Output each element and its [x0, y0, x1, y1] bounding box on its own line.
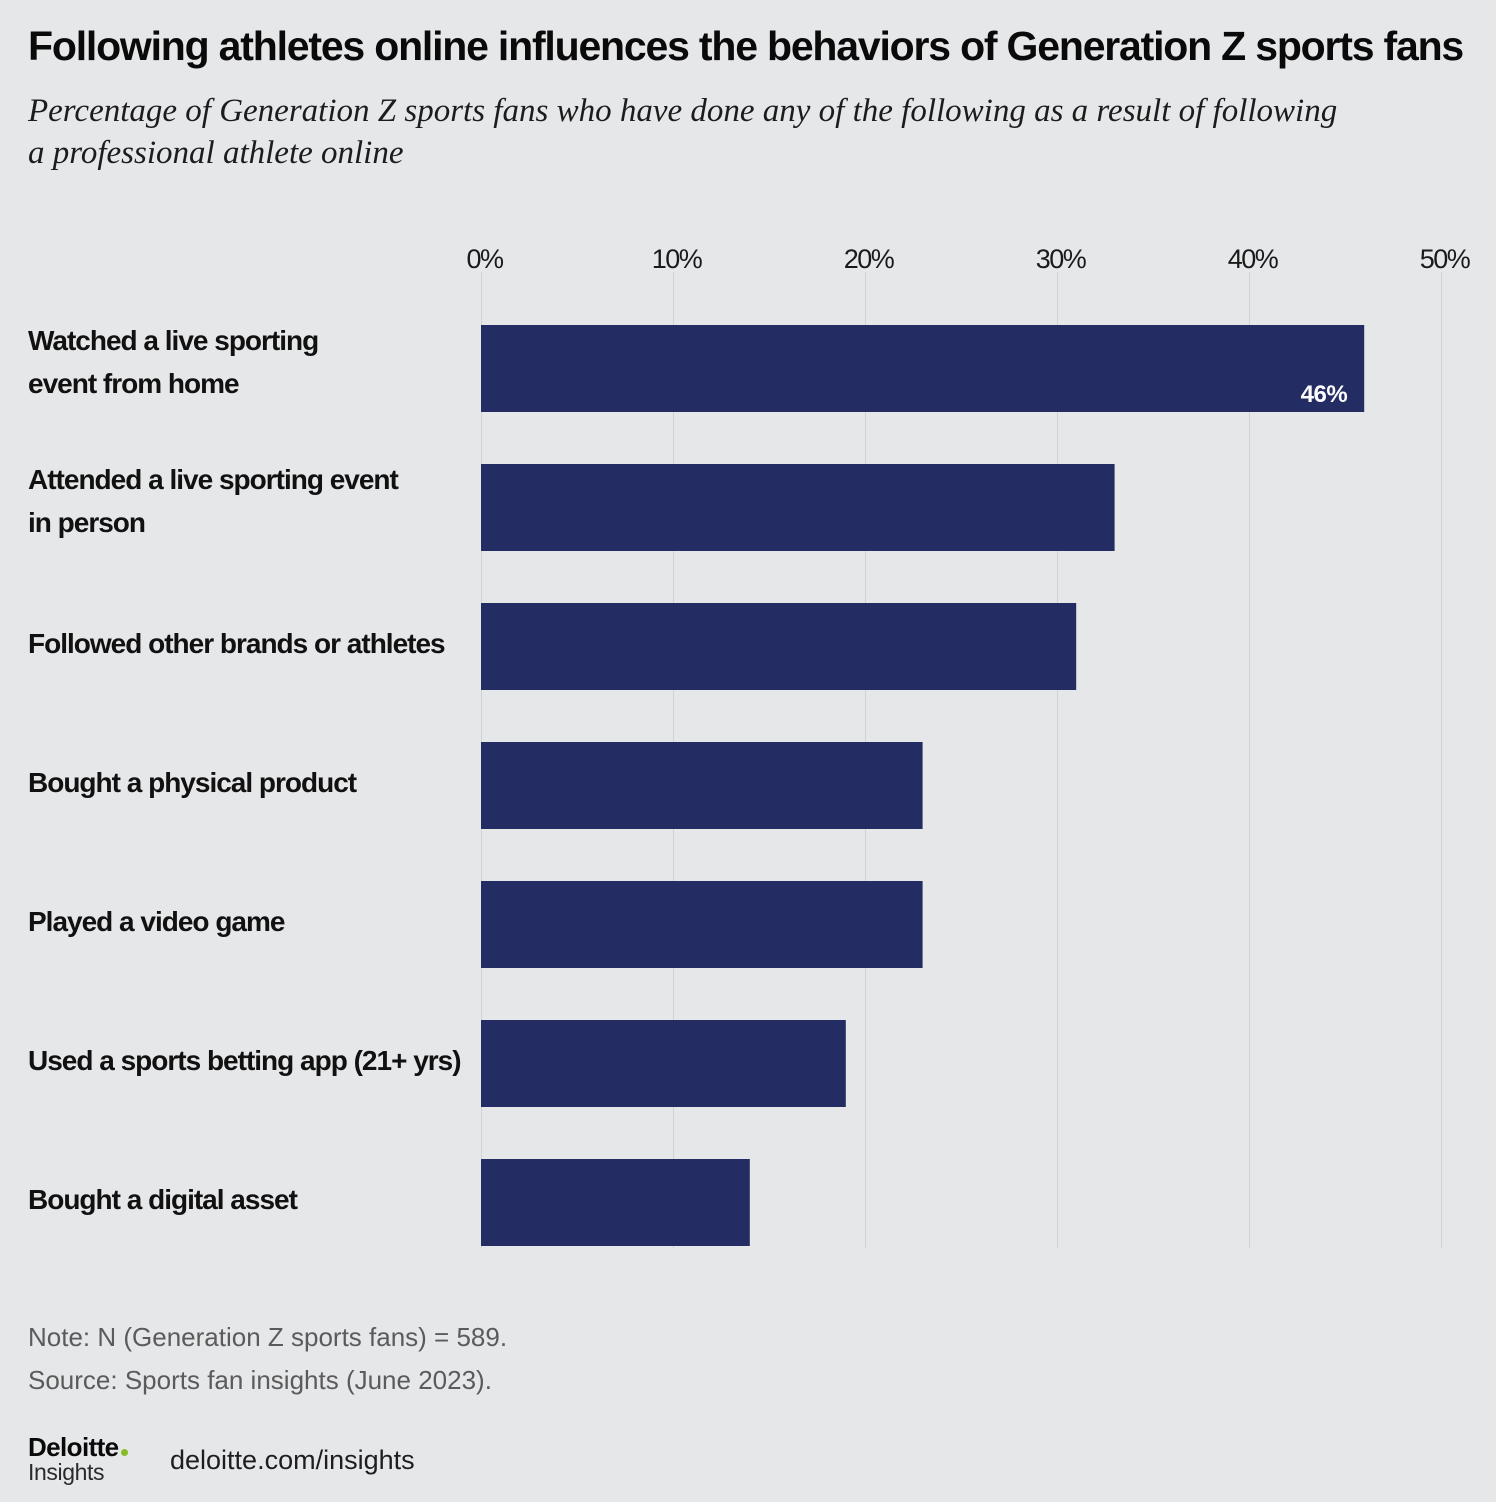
bar-attended-a-live-sporting-event-in-person [481, 464, 1115, 551]
chart-subtitle: Percentage of Generation Z sports fans w… [28, 93, 1338, 171]
data-labels: 46% [1301, 381, 1348, 408]
x-tick-label: 50% [1420, 244, 1471, 274]
data-label: 46% [1301, 381, 1348, 408]
deloitte-insights-logo: Deloitte Insights [28, 1432, 128, 1485]
x-axis-ticks: 0% 10% 20% 30% 40% 50% [466, 244, 1472, 274]
category-label-followed-other-brands-or-athletes: Followed other brands or athletes [28, 628, 446, 659]
bar-bought-a-digital-asset [481, 1159, 750, 1246]
bar-watched-a-live-sporting-event-from-home [481, 325, 1365, 412]
x-tick-label: 40% [1228, 244, 1279, 274]
bar-bought-a-physical-product [481, 742, 923, 829]
chart-title: Following athletes online influences the… [28, 23, 1464, 69]
category-label-bought-a-physical-product: Bought a physical product [28, 767, 357, 798]
x-tick-label: 0% [466, 244, 504, 274]
horizontal-bar-chart: 0% 10% 20% 30% 40% 50% 46% [466, 244, 1472, 1248]
category-label-played-a-video-game: Played a video game [28, 906, 285, 937]
sample-size-note: Note: N (Generation Z sports fans) = 589… [28, 1322, 508, 1352]
logo-brand-line: Deloitte [28, 1432, 128, 1462]
bar-followed-other-brands-or-athletes [481, 603, 1077, 690]
chart-notes: Note: N (Generation Z sports fans) = 589… [28, 1316, 507, 1402]
category-label-attended-a-live-sporting-event-in-person: Attended a live sporting event in person [28, 463, 399, 538]
logo-product-name: Insights [28, 1459, 105, 1485]
bar-used-a-sports-betting-app-21-yrs [481, 1020, 846, 1107]
category-label-watched-a-live-sporting-event-from-home: Watched a live sporting event from home [28, 324, 319, 399]
logo-wordmark: Deloitte [28, 1432, 119, 1462]
x-tick-label: 20% [844, 244, 895, 274]
logo-green-dot-icon [120, 1449, 128, 1456]
x-tick-label: 10% [652, 244, 703, 274]
footer-url: deloitte.com/insights [170, 1445, 415, 1475]
x-tick-label: 30% [1036, 244, 1087, 274]
category-label-bought-a-digital-asset: Bought a digital asset [28, 1184, 298, 1215]
source-note: Source: Sports fan insights (June 2023). [28, 1365, 492, 1395]
category-label-used-a-sports-betting-app-21-yrs: Used a sports betting app (21+ yrs) [28, 1045, 462, 1076]
bars [481, 325, 1365, 1246]
bar-played-a-video-game [481, 881, 923, 968]
